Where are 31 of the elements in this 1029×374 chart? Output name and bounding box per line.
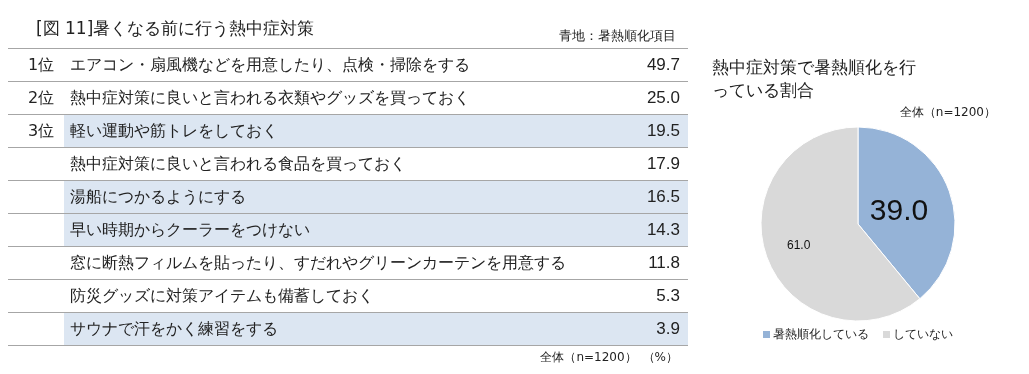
data-label: 17.9 [646, 154, 680, 174]
chart-subtitle: 全体（n=1200） [898, 103, 997, 121]
data-label: 49.7 [646, 55, 680, 75]
data-label: 25.0 [646, 88, 680, 108]
data-label: 61.0 [787, 238, 811, 253]
legend-label: していない [892, 325, 953, 343]
data-label: 3.9 [656, 319, 680, 339]
text: 青地：暑熱順化項目 [559, 27, 677, 45]
data-label: 19.5 [646, 121, 680, 141]
text: 3位 [28, 120, 55, 140]
category-label: 熱中症対策に良いと言われる衣類やグッズを買っておく [70, 87, 470, 109]
text: （%） [642, 350, 678, 364]
text: 全体（n=1200） [540, 350, 637, 364]
text: 2位 [28, 87, 55, 107]
category-label: エアコン・扇風機などを用意したり、点検・掃除をする [70, 54, 470, 76]
text: [図 11]暑くなる前に行う熱中症対策 [35, 17, 315, 40]
category-label: 早い時期からクーラーをつけない [70, 219, 310, 241]
text: 1位 [28, 54, 55, 74]
data-label: 16.5 [646, 187, 680, 207]
legend-label: 暑熱順化している [772, 325, 869, 343]
data-label: 39.0 [869, 192, 929, 226]
data-label: 11.8 [648, 253, 680, 273]
category-label: サウナで汗をかく練習をする [70, 318, 278, 340]
data-label: 5.3 [656, 286, 680, 306]
data-label: 14.3 [646, 220, 680, 240]
category-label: 窓に断熱フィルムを貼ったり、すだれやグリーンカーテンを用意する [70, 252, 566, 274]
category-label: 熱中症対策に良いと言われる食品を買っておく [70, 153, 406, 175]
category-label: 湯船につかるようにする [70, 186, 246, 208]
category-label: 防災グッズに対策アイテムも備蓄しておく [70, 285, 374, 307]
chart-title: 熱中症対策で暑熱順化を行っている割合 [711, 56, 917, 102]
category-label: 軽い運動や筋トレをしておく [70, 120, 278, 142]
